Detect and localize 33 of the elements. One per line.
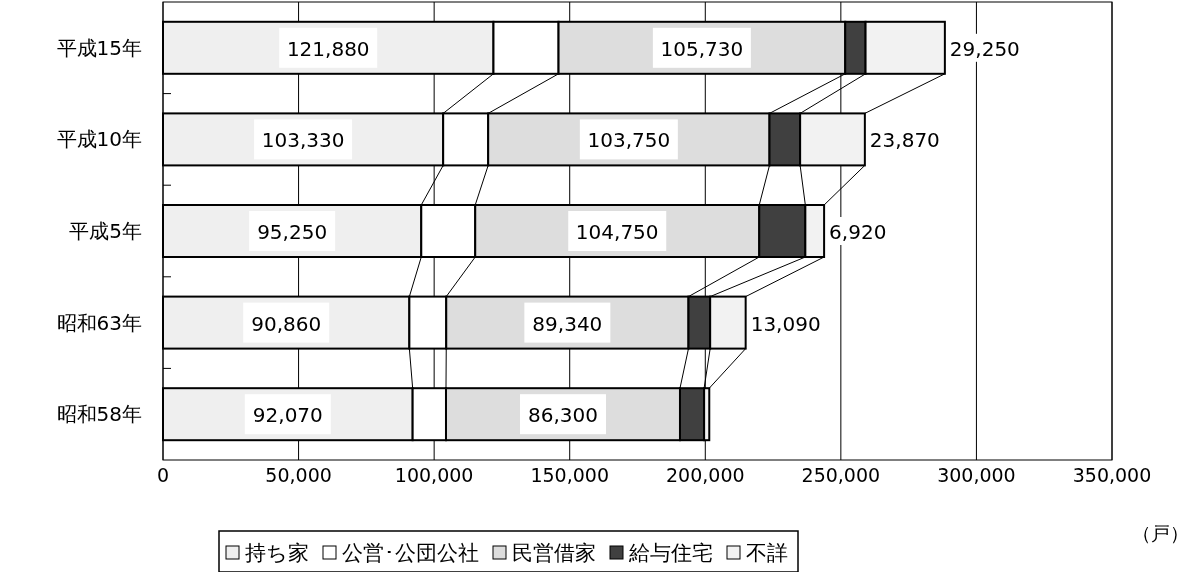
legend-label: 公営･公団公社 [342, 541, 479, 565]
data-label: 104,750 [575, 220, 659, 244]
y-tick-label: 平成15年 [56, 35, 142, 60]
x-tick-label: 250,000 [801, 464, 881, 486]
x-tick-label: 200,000 [666, 464, 745, 486]
x-axis-title: （戸） [1131, 522, 1189, 544]
data-label: 89,340 [532, 311, 603, 336]
data-label: 95,250 [257, 220, 328, 244]
data-label: 103,330 [261, 128, 345, 153]
data-label: 6,920 [829, 220, 887, 244]
data-label: 105,730 [660, 36, 744, 61]
x-tick-label: 350,000 [1072, 464, 1152, 486]
y-tick-label: 昭和63年 [56, 310, 142, 335]
data-label: 92,070 [252, 403, 323, 428]
x-tick-label: 150,000 [530, 464, 609, 486]
x-tick-label: 50,000 [265, 464, 332, 486]
data-label: 29,250 [949, 36, 1020, 61]
data-label: 86,300 [528, 403, 598, 428]
y-tick-label: 平成10年 [56, 127, 142, 152]
data-label: 13,090 [750, 311, 821, 336]
data-label: 90,860 [251, 311, 322, 336]
y-tick-label: 平成5年 [69, 219, 142, 243]
data-label: 103,750 [587, 128, 671, 153]
legend-label: 給与住宅 [628, 541, 713, 565]
legend-label: 民営借家 [512, 541, 596, 565]
y-tick-label: 昭和58年 [56, 402, 142, 427]
data-label: 121,880 [286, 36, 370, 61]
legend-label: 持ち家 [245, 541, 309, 565]
x-tick-label: 100,000 [394, 464, 474, 486]
x-tick-label: 0 [156, 464, 170, 486]
legend-label: 不詳 [746, 541, 788, 565]
x-tick-label: 300,000 [937, 464, 1016, 486]
data-label: 23,870 [869, 128, 940, 153]
